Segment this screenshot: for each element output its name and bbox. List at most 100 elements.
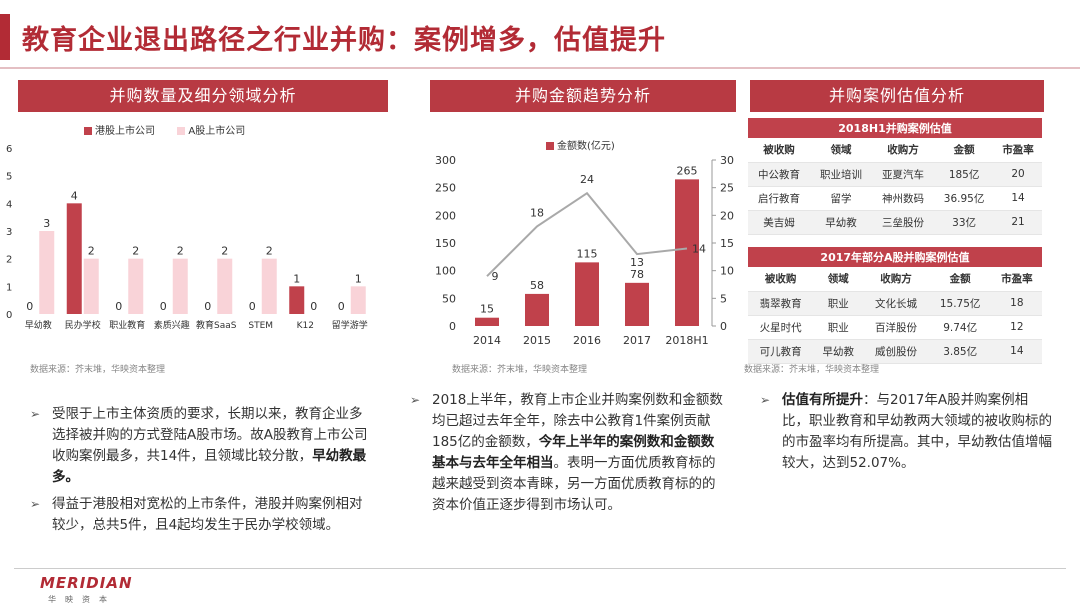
- table-header: 领域: [813, 267, 864, 292]
- table-cell: 9.74亿: [928, 315, 992, 340]
- table-cell: 神州数码: [872, 186, 935, 211]
- table-cell: 启行教育: [748, 186, 811, 211]
- table-header: 收购方: [863, 267, 929, 292]
- data-label: 2: [132, 245, 139, 258]
- bullet-arrow-icon: ➢: [30, 497, 41, 511]
- bar-hk: [289, 286, 305, 314]
- table-caption: 2018H1并购案例估值: [748, 118, 1042, 138]
- line-data-label: 9: [492, 270, 499, 283]
- table-cell: 36.95亿: [934, 186, 995, 211]
- notes-column-2: ➢ 2018上半年，教育上市企业并购案例数和金额数均已超过去年全年，除去中公教育…: [410, 390, 726, 522]
- bullet-arrow-icon: ➢: [760, 393, 771, 407]
- series-line-count: [486, 191, 688, 277]
- bar-a: [128, 258, 144, 314]
- y-tick-label-left: 50: [442, 292, 456, 305]
- data-label: 4: [71, 189, 78, 202]
- x-tick-label: 2018H1: [665, 334, 708, 347]
- table-cell: 职业: [813, 291, 864, 316]
- table-cell: 百洋股份: [863, 315, 929, 340]
- x-tick-label: 2017: [623, 334, 651, 347]
- table-row: 翡翠教育 职业 文化长城 15.75亿 18: [748, 291, 1042, 316]
- table-cell: 早幼教: [810, 210, 873, 235]
- table-cell: 早幼教: [813, 339, 864, 364]
- bullet-text: ：与2017年A股并购案例相比，职业教育和早幼教两大领域的被收购标的的市盈率均有…: [782, 392, 1052, 471]
- data-label: 78: [630, 268, 644, 281]
- bullet-item: ➢ 受限于上市主体资质的要求，长期以来，教育企业多选择被并购的方式登陆A股市场。…: [30, 404, 370, 488]
- table-row: 启行教育 留学 神州数码 36.95亿 14: [748, 186, 1042, 211]
- data-label: 3: [43, 217, 50, 230]
- table-cell: 中公教育: [748, 162, 811, 187]
- data-label: 0: [26, 300, 33, 313]
- table-cell: 可儿教育: [748, 339, 814, 364]
- table-cell: 33亿: [934, 210, 995, 235]
- page-title: 教育企业退出路径之行业并购：案例增多，估值提升: [22, 25, 666, 56]
- y-tick-label-right: 0: [720, 320, 727, 333]
- legend-label-a: A股上市公司: [188, 126, 246, 137]
- table-cell: 21: [994, 210, 1042, 235]
- bar-a: [261, 258, 277, 314]
- data-label: 115: [577, 247, 598, 260]
- line-data-label: 13: [630, 256, 644, 269]
- table-cell: 185亿: [934, 162, 995, 187]
- table-cell: 18: [991, 291, 1042, 316]
- bar-amount: [525, 293, 549, 326]
- chart2-legend: 金额数(亿元): [546, 137, 615, 152]
- table-header: 金额: [928, 267, 992, 292]
- table-cell: 12: [991, 315, 1042, 340]
- table-header: 金额: [934, 138, 995, 163]
- company-logo-subtitle: 华映资本: [48, 595, 116, 604]
- table-header: 收购方: [872, 138, 935, 163]
- y-tick-label-left: 0: [449, 320, 456, 333]
- bullet-emphasis: 今年上半年的案例数和金额数基本与去年全年相当: [432, 434, 715, 471]
- x-tick-label: STEM: [248, 321, 273, 331]
- line-data-label: 18: [530, 206, 544, 219]
- table-cell: 14: [994, 186, 1042, 211]
- bullet-text: 得益于港股相对宽松的上市条件，港股并购案例相对较少，总共5件，且4起均发生于民办…: [52, 496, 363, 533]
- data-label: 0: [115, 300, 122, 313]
- legend-label-hk: 港股上市公司: [95, 126, 155, 137]
- x-tick-label: 留学游学: [332, 319, 368, 331]
- y-tick-label: 4: [6, 199, 12, 210]
- bullet-emphasis: 估值有所提升: [782, 392, 863, 408]
- data-label: 2: [88, 245, 95, 258]
- x-tick-label: 2016: [573, 334, 601, 347]
- table-row: 美吉姆 早幼教 三垒股份 33亿 21: [748, 210, 1042, 235]
- valuation-table-2017: 2017年部分A股并购案例估值 被收购 领域 收购方 金额 市盈率 翡翠教育 职…: [748, 247, 1042, 364]
- y-tick-label: 0: [6, 310, 12, 321]
- bullet-item: ➢ 2018上半年，教育上市企业并购案例数和金额数均已超过去年全年，除去中公教育…: [410, 390, 726, 516]
- bullet-text: 。表明一方面优质教育标的越来越受到资本青睐，另一方面优质教育标的的资本价值正逐步…: [432, 455, 716, 513]
- y-tick-label-right: 15: [720, 237, 734, 250]
- y-tick-label-left: 100: [435, 265, 456, 278]
- table-header: 领域: [810, 138, 873, 163]
- data-label: 2: [266, 245, 273, 258]
- table-header: 市盈率: [991, 267, 1042, 292]
- bar-amount: [475, 317, 499, 326]
- bullet-item: ➢ 得益于港股相对宽松的上市条件，港股并购案例相对较少，总共5件，且4起均发生于…: [30, 494, 370, 536]
- x-tick-label: 职业教育: [109, 319, 145, 331]
- table-header: 被收购: [748, 138, 811, 163]
- data-label: 58: [530, 279, 544, 292]
- notes-column-3: ➢ 估值有所提升：与2017年A股并购案例相比，职业教育和早幼教两大领域的被收购…: [760, 390, 1054, 480]
- bar-a: [83, 258, 99, 314]
- x-tick-label: K12: [297, 321, 314, 331]
- bullet-arrow-icon: ➢: [30, 407, 41, 421]
- bar-amount: [575, 262, 599, 326]
- data-label: 265: [677, 164, 698, 177]
- x-tick-label: 素质兴趣: [154, 319, 190, 331]
- table-cell: 翡翠教育: [748, 291, 814, 316]
- source-note-3: 数据来源：芥末堆，华映资本整理: [744, 365, 880, 375]
- y-tick-label: 3: [6, 227, 12, 238]
- legend-swatch-hk: [84, 127, 92, 135]
- panel-header-ma-valuation: 并购案例估值分析: [750, 80, 1044, 112]
- bullet-emphasis: 早幼教最多。: [52, 448, 367, 485]
- x-tick-label: 早幼教: [25, 319, 52, 331]
- x-tick-label: 2015: [523, 334, 551, 347]
- footer-divider: [14, 568, 1066, 569]
- bar-a: [217, 258, 233, 314]
- bullet-text: 受限于上市主体资质的要求，长期以来，教育企业多选择被并购的方式登陆A股市场。故A…: [52, 406, 368, 464]
- y-tick-label: 6: [6, 144, 12, 155]
- source-note-2: 数据来源：芥末堆，华映资本整理: [452, 365, 588, 375]
- legend-swatch-a: [177, 127, 186, 135]
- y-tick-label-left: 150: [435, 237, 456, 250]
- bar-a: [172, 258, 188, 314]
